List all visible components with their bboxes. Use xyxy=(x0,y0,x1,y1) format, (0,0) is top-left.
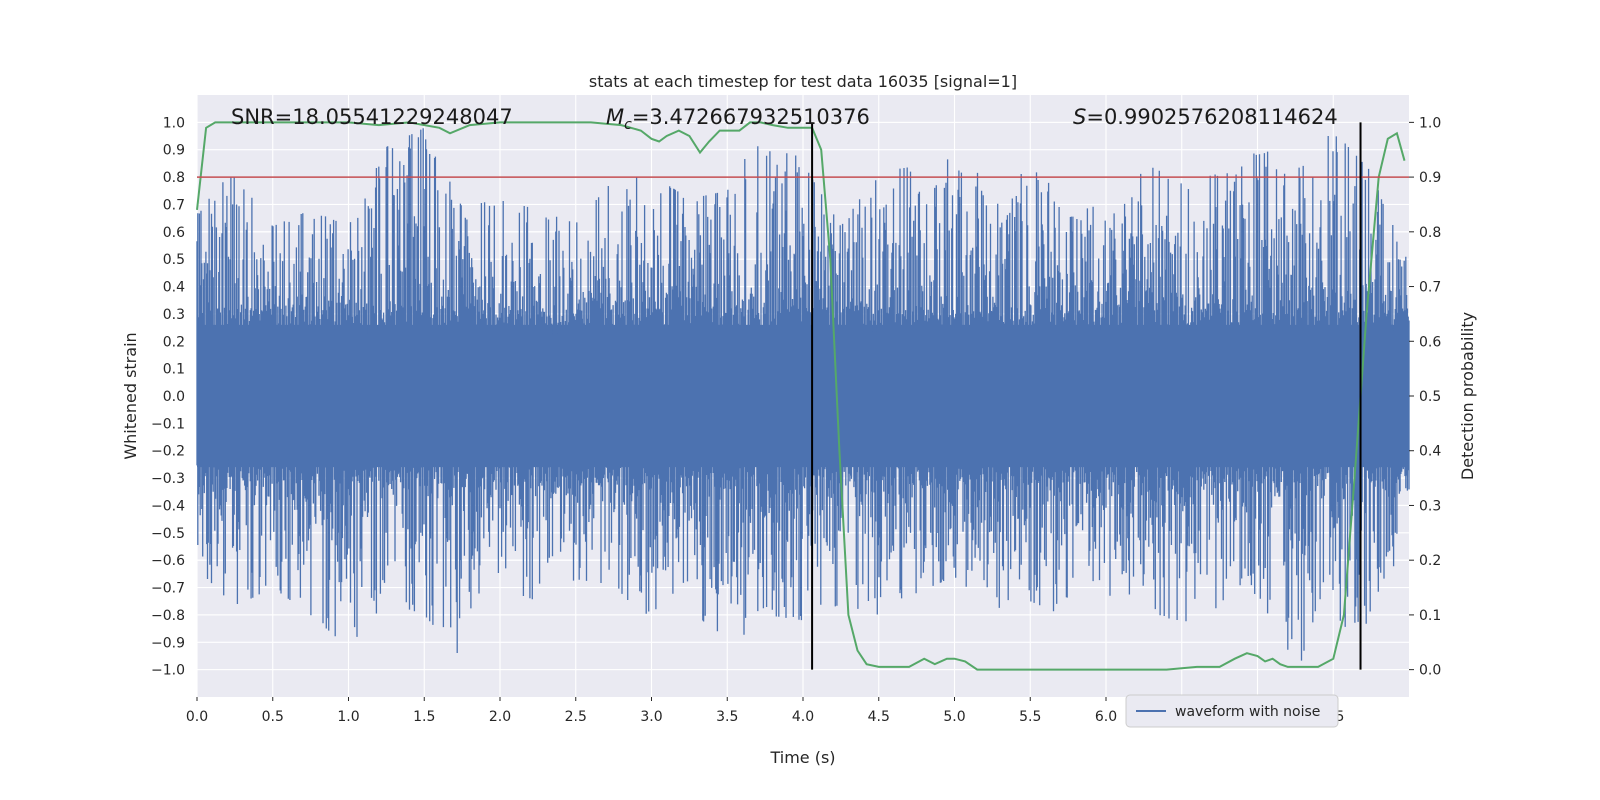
y-tick-label: −0.8 xyxy=(151,608,185,624)
y-tick-label: 0.8 xyxy=(163,170,185,186)
legend: waveform with noise xyxy=(1125,694,1339,728)
y2-tick-label: 1.0 xyxy=(1419,115,1441,131)
waveform-series xyxy=(196,128,1410,661)
y-tick-label: 0.5 xyxy=(163,252,185,268)
y-tick-label: 0.1 xyxy=(163,362,185,378)
y2-axis-label: Detection probability xyxy=(1458,312,1477,480)
y-tick-label: −0.2 xyxy=(151,444,185,460)
x-tick-label: 2.5 xyxy=(565,709,587,725)
x-tick-label: 0.5 xyxy=(262,709,284,725)
reference-lines xyxy=(197,122,1409,670)
s-value: =0.9902576208114624 xyxy=(1086,105,1337,129)
y-tick-label: −0.3 xyxy=(151,471,185,487)
y2-tick-label: 0.8 xyxy=(1419,225,1441,241)
x-tick-label: 4.5 xyxy=(868,709,890,725)
x-tick-label: 5.5 xyxy=(1019,709,1041,725)
y2-tick-label: 0.4 xyxy=(1419,444,1441,460)
chirp-mass-symbol: M xyxy=(606,105,624,129)
y-tick-label: 0.4 xyxy=(163,280,185,296)
y-tick-label: 0.6 xyxy=(163,225,185,241)
waveform-line xyxy=(196,128,1410,661)
legend-box xyxy=(1125,694,1339,728)
probability-line xyxy=(196,121,1406,671)
y2-tick-label: 0.3 xyxy=(1419,498,1441,514)
y-tick-label: 0.9 xyxy=(163,143,185,159)
y-tick-label: −1.0 xyxy=(151,663,185,679)
chirp-mass-subscript: c xyxy=(624,117,632,133)
y2-tick-label: 0.2 xyxy=(1419,553,1441,569)
y2-tick-label: 0.5 xyxy=(1419,389,1441,405)
x-tick-label: 5.0 xyxy=(943,709,965,725)
y-axis: 1.0 0.9 0.8 0.7 0.6 0.5 0.4 0.3 0.2 0.1 0.0 −0.1 −0.… xyxy=(151,115,185,678)
y-tick-label: 1.0 xyxy=(163,115,185,131)
s-symbol: S xyxy=(1073,105,1086,129)
y-tick-label: −0.1 xyxy=(151,416,185,432)
y-axis-label: Whitened strain xyxy=(121,332,140,459)
y2-tick-label: 0.6 xyxy=(1419,334,1441,350)
y-tick-label: −0.6 xyxy=(151,553,185,569)
x-tick-label: 6.0 xyxy=(1095,709,1117,725)
s-annotation: S=0.9902576208114624 xyxy=(1073,105,1338,129)
y2-tick-label: 0.7 xyxy=(1419,280,1441,296)
y-tick-label: −0.7 xyxy=(151,581,185,597)
x-tick-label: 0.0 xyxy=(186,709,208,725)
chart-title: stats at each timestep for test data 160… xyxy=(589,72,1017,91)
y2-axis: 1.0 0.9 0.8 0.7 0.6 0.5 0.4 0.3 0.2 0.1 0.0 xyxy=(1409,115,1441,679)
y2-tick-label: 0.9 xyxy=(1419,170,1441,186)
chirp-mass-value: =3.472667932510376 xyxy=(632,105,870,129)
y-tick-label: 0.0 xyxy=(163,389,185,405)
x-tick-label: 2.0 xyxy=(489,709,511,725)
x-tick-label: 4.0 xyxy=(792,709,814,725)
y2-tick-label: 0.0 xyxy=(1419,663,1441,679)
y-tick-label: −0.9 xyxy=(151,635,185,651)
x-tick-label: 3.0 xyxy=(640,709,662,725)
snr-annotation: SNR=18.05541229248047 xyxy=(231,105,513,129)
probability-series xyxy=(196,121,1406,671)
x-tick-label: 3.5 xyxy=(716,709,738,725)
y-tick-label: 0.2 xyxy=(163,334,185,350)
y-tick-label: 0.3 xyxy=(163,307,185,323)
x-tick-label: 1.5 xyxy=(413,709,435,725)
x-axis-label: Time (s) xyxy=(769,748,835,767)
y-tick-label: 0.7 xyxy=(163,197,185,213)
chirp-mass-annotation: Mc=3.472667932510376 xyxy=(606,105,870,133)
y-tick-label: −0.4 xyxy=(151,498,185,514)
y-tick-label: −0.5 xyxy=(151,526,185,542)
legend-label: waveform with noise xyxy=(1175,704,1320,720)
y2-tick-label: 0.1 xyxy=(1419,608,1441,624)
x-tick-label: 1.0 xyxy=(337,709,359,725)
